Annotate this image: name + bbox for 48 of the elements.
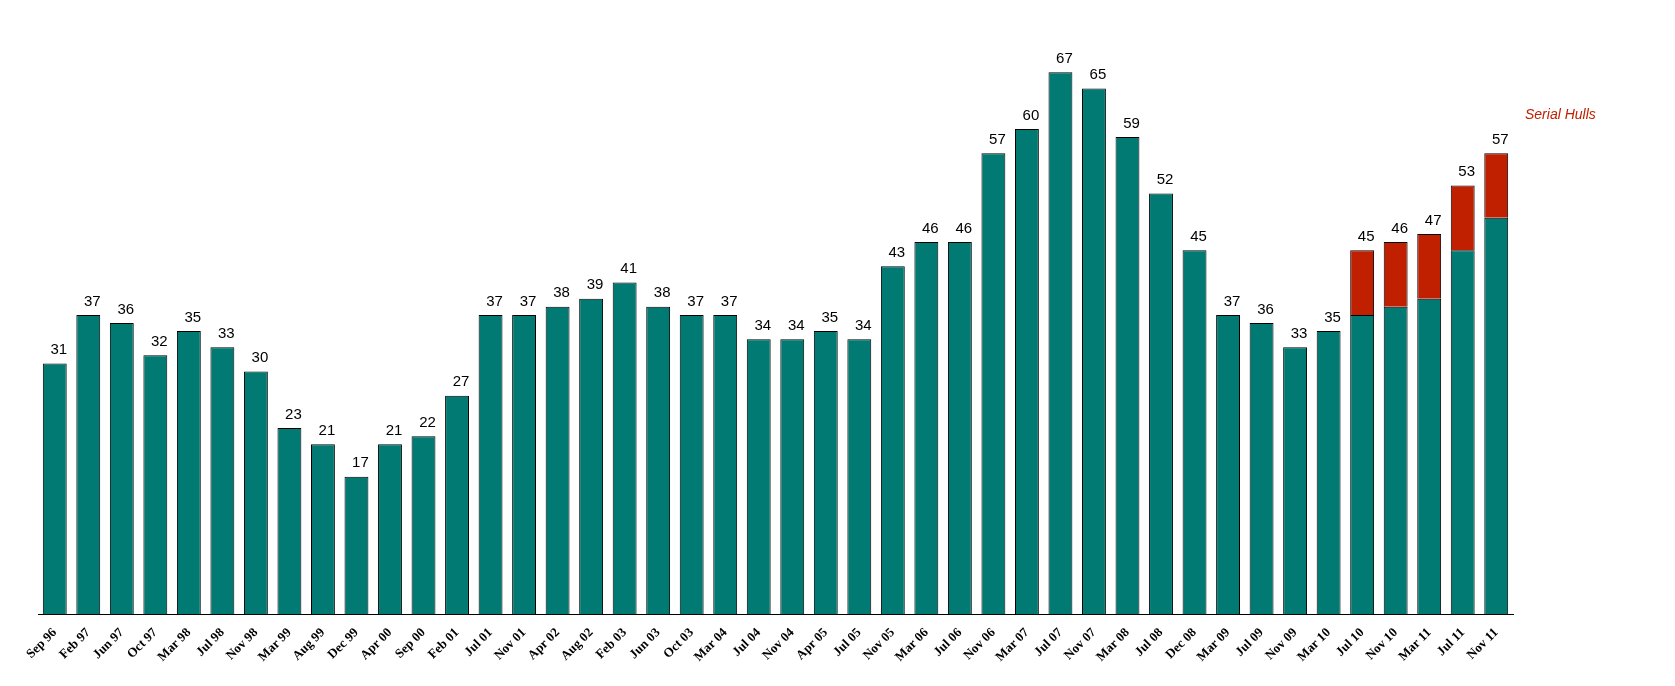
data-label: 34 bbox=[787, 315, 805, 333]
data-label: 27 bbox=[452, 372, 470, 390]
text: Serial Hulls bbox=[1525, 105, 1596, 122]
data-label: 37 bbox=[486, 291, 503, 309]
data-label: 59 bbox=[1123, 113, 1140, 131]
data-label: 35 bbox=[1324, 307, 1341, 325]
data-label: 37 bbox=[1223, 291, 1241, 309]
x-tick-label: Feb 01 bbox=[424, 624, 462, 662]
data-label: 65 bbox=[1089, 65, 1107, 83]
data-label: 21 bbox=[385, 420, 403, 438]
data-label: 52 bbox=[1156, 170, 1174, 188]
data-label: 60 bbox=[1022, 105, 1040, 123]
data-label: 37 bbox=[720, 291, 738, 309]
data-label: 37 bbox=[687, 291, 705, 309]
x-tick-label: Jul 08 bbox=[1131, 624, 1166, 659]
data-label: 33 bbox=[1290, 323, 1308, 341]
data-label: 39 bbox=[586, 275, 604, 293]
data-label: 57 bbox=[989, 129, 1006, 147]
data-label: 17 bbox=[352, 453, 369, 471]
data-label: 35 bbox=[184, 307, 202, 325]
data-label: 21 bbox=[318, 420, 336, 438]
data-label: 23 bbox=[285, 404, 302, 422]
data-label: 37 bbox=[519, 291, 537, 309]
data-label: 31 bbox=[50, 340, 68, 358]
data-label: 43 bbox=[888, 243, 906, 260]
data-label: 37 bbox=[83, 291, 101, 309]
data-label: 38 bbox=[653, 283, 671, 301]
total-label: 57 bbox=[1491, 129, 1509, 147]
data-label: 36 bbox=[117, 299, 135, 317]
total-label: 53 bbox=[1458, 162, 1476, 180]
data-label: 36 bbox=[1257, 299, 1274, 317]
data-label: 38 bbox=[553, 283, 570, 301]
total-label: 47 bbox=[1424, 210, 1442, 228]
x-tick-label: Mar 98 bbox=[154, 624, 194, 664]
data-label: 33 bbox=[218, 323, 235, 341]
total-label: 45 bbox=[1357, 226, 1375, 244]
data-label: 32 bbox=[150, 331, 168, 349]
data-label: 41 bbox=[620, 259, 637, 277]
data-label: 22 bbox=[419, 412, 436, 430]
data-label: 34 bbox=[754, 315, 772, 333]
data-label: 45 bbox=[1190, 226, 1207, 244]
total-label: 46 bbox=[1391, 218, 1409, 236]
data-label: 30 bbox=[251, 348, 269, 366]
data-label: 46 bbox=[922, 218, 939, 236]
data-label: 35 bbox=[821, 307, 839, 325]
data-label: 34 bbox=[854, 315, 872, 333]
data-label: 46 bbox=[955, 218, 973, 236]
data-label: 67 bbox=[1056, 48, 1073, 66]
